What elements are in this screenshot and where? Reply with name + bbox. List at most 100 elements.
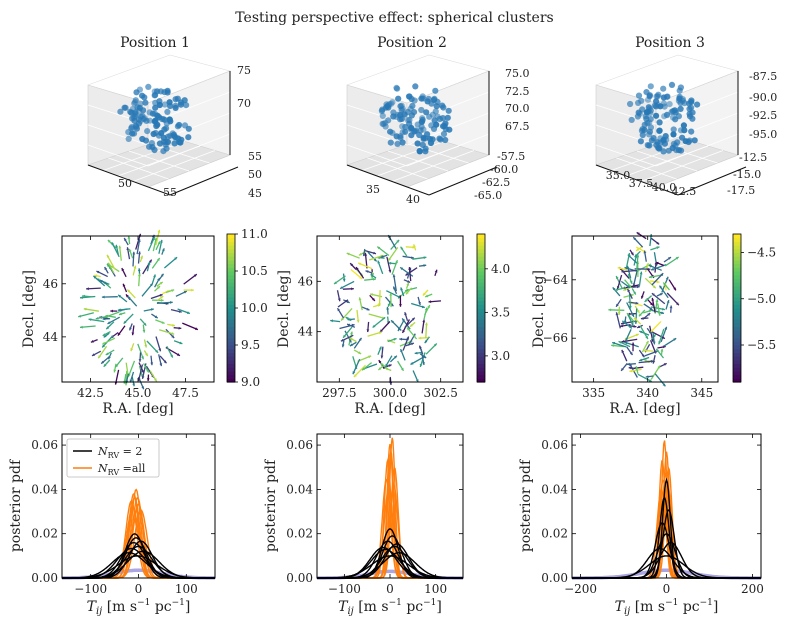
colorbar-segment	[477, 248, 485, 254]
arrow-head	[137, 268, 141, 272]
data-point	[688, 128, 695, 135]
arrow-head	[651, 267, 654, 271]
colorbar-segment	[477, 311, 485, 316]
colorbar-segment	[477, 274, 485, 279]
data-point	[154, 112, 161, 119]
arrow-head	[408, 267, 412, 270]
y-tick-label: −66	[543, 331, 568, 345]
x-axis-label: R.A. [deg]	[609, 401, 680, 417]
x-tick-label: 35.0	[606, 169, 631, 182]
arrow-head	[358, 297, 362, 301]
arrow-head	[423, 355, 427, 358]
velocity-arrow	[386, 290, 402, 299]
velocity-arrow	[654, 373, 666, 387]
arrow-head	[652, 285, 656, 289]
arrow-head	[380, 355, 384, 359]
arrow-head	[635, 366, 639, 370]
arrow-head	[86, 287, 89, 291]
arrow-head	[191, 288, 194, 292]
x-tick-label: 40.0	[652, 181, 677, 194]
x-tick-label: 345	[690, 386, 713, 400]
arrow-head	[378, 367, 382, 370]
data-point	[397, 112, 404, 119]
arrow-head	[117, 308, 121, 312]
data-point	[156, 140, 164, 147]
arrow-head	[629, 369, 633, 373]
x-tick-label: 340	[636, 386, 659, 400]
arrow-head	[330, 319, 333, 323]
y-tick-label: 0.00	[541, 571, 568, 585]
arrow-head	[92, 353, 95, 356]
y-axis-label: Decl. [deg]	[276, 270, 292, 348]
arrow-head	[346, 300, 350, 303]
arrow-head	[372, 324, 376, 328]
scatter3d-title-3: Position 3	[635, 35, 705, 51]
colorbar-segment	[477, 363, 485, 368]
colorbar-segment	[477, 359, 485, 365]
arrow-head	[341, 317, 344, 321]
data-point	[656, 127, 663, 134]
scatter3d-title-2: Position 2	[377, 35, 447, 51]
z-tick-label: 75	[237, 64, 251, 77]
colorbar-tick-label: 4.0	[491, 262, 510, 276]
arrow-head	[635, 301, 639, 305]
arrow-head	[99, 280, 103, 283]
velocity-arrow	[372, 316, 386, 329]
velocity-arrow	[615, 312, 621, 329]
arrow-head	[621, 340, 625, 343]
arrow-head	[152, 237, 155, 240]
arrow-head	[660, 348, 664, 352]
arrow-head	[411, 342, 414, 346]
arrow-head	[118, 245, 122, 249]
x-tick-label: 297.5	[322, 386, 356, 400]
data-point	[387, 128, 394, 135]
velocity-arrow	[163, 256, 178, 269]
arrow-head	[413, 244, 416, 248]
velocity-arrow	[137, 343, 145, 360]
scatter3d-panel-3	[595, 54, 747, 196]
y-tick-label: 0.00	[286, 571, 313, 585]
arrow-head	[636, 309, 640, 313]
velocity-arrow	[378, 290, 381, 307]
arrow-head	[427, 305, 430, 308]
arrow-head	[83, 307, 87, 311]
data-point	[154, 121, 161, 128]
colorbar-segment	[227, 330, 235, 335]
colorbar-segment	[733, 378, 741, 383]
arrow-head	[98, 355, 101, 359]
velocity-arrow	[650, 263, 667, 271]
arrow-head	[648, 265, 652, 268]
arrow-head	[400, 367, 404, 371]
y-tick-label: 44	[298, 325, 314, 339]
arrow-head	[627, 289, 631, 292]
y-axis-label: posterior pdf	[263, 458, 279, 552]
data-point	[672, 116, 679, 123]
colorbar-segment	[227, 234, 235, 239]
arrow-head	[388, 364, 392, 367]
data-point	[422, 148, 429, 155]
velocity-arrow	[106, 254, 116, 270]
colorbar-segment	[227, 296, 235, 302]
colorbar-segment	[227, 370, 235, 376]
data-point	[427, 139, 435, 147]
colorbar-segment	[733, 308, 741, 313]
y-tick-label: -60.0	[490, 163, 518, 176]
arrow-head	[395, 260, 398, 264]
grid-line	[595, 144, 657, 167]
grid-line	[595, 124, 657, 146]
arrow-head	[623, 320, 627, 324]
y-tick-label: 0.02	[286, 527, 313, 541]
arrow-head	[358, 262, 362, 266]
arrow-head	[650, 360, 654, 363]
velocity-arrow	[155, 229, 161, 246]
data-point	[412, 83, 419, 90]
colorbar-segment	[227, 271, 235, 276]
x-axis-label: Tij [m s−1 pc−1]	[615, 598, 719, 617]
x-tick-label: −200	[564, 582, 597, 596]
velocity-arrow	[340, 307, 353, 322]
arrow-head	[128, 249, 132, 252]
arrow-head	[137, 273, 141, 277]
data-point	[166, 116, 173, 123]
colorbar-tick-label: 9.5	[241, 338, 260, 352]
y-tick-label: 55	[248, 150, 262, 163]
